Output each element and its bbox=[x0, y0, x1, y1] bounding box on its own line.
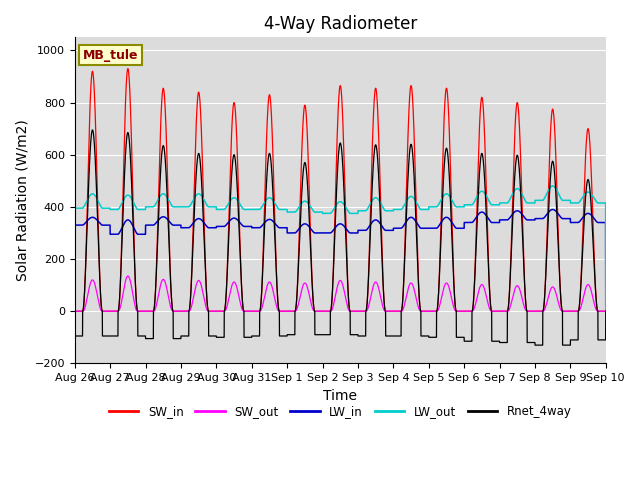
Title: 4-Way Radiometer: 4-Way Radiometer bbox=[264, 15, 417, 33]
LW_out bbox=[321, 211, 328, 216]
Line: SW_in: SW_in bbox=[75, 69, 605, 311]
Rnet_4way bbox=[71, 333, 79, 339]
SW_in bbox=[166, 269, 174, 275]
SW_out bbox=[71, 308, 79, 314]
LW_in bbox=[459, 226, 467, 231]
LW_in bbox=[602, 220, 609, 226]
SW_in bbox=[430, 308, 438, 314]
LW_in bbox=[602, 308, 609, 314]
LW_out bbox=[430, 204, 438, 210]
LW_out bbox=[166, 200, 174, 206]
Text: MB_tule: MB_tule bbox=[83, 49, 138, 62]
Line: SW_out: SW_out bbox=[75, 276, 605, 311]
X-axis label: Time: Time bbox=[323, 389, 357, 403]
Rnet_4way bbox=[166, 273, 174, 278]
LW_in bbox=[430, 226, 438, 231]
LW_out bbox=[602, 200, 609, 206]
Rnet_4way bbox=[490, 338, 497, 344]
SW_out bbox=[321, 308, 328, 314]
LW_out bbox=[459, 204, 467, 210]
LW_in bbox=[549, 206, 557, 212]
SW_in bbox=[71, 308, 79, 314]
SW_out bbox=[430, 308, 438, 314]
SW_out bbox=[602, 308, 609, 314]
SW_in bbox=[602, 308, 609, 314]
SW_out bbox=[490, 308, 497, 314]
SW_in bbox=[124, 66, 132, 72]
Legend: SW_in, SW_out, LW_in, LW_out, Rnet_4way: SW_in, SW_out, LW_in, LW_out, Rnet_4way bbox=[104, 400, 577, 423]
Rnet_4way bbox=[531, 342, 539, 348]
LW_out bbox=[71, 205, 79, 211]
LW_in bbox=[490, 220, 497, 226]
SW_out bbox=[166, 303, 174, 309]
Line: Rnet_4way: Rnet_4way bbox=[75, 130, 605, 345]
LW_in bbox=[71, 222, 79, 228]
SW_out bbox=[602, 308, 609, 314]
Rnet_4way bbox=[460, 335, 467, 340]
SW_in bbox=[490, 308, 497, 314]
LW_out bbox=[549, 183, 557, 189]
Rnet_4way bbox=[430, 335, 438, 340]
LW_out bbox=[490, 202, 497, 208]
Rnet_4way bbox=[602, 337, 609, 343]
Rnet_4way bbox=[89, 127, 97, 133]
SW_in bbox=[321, 308, 328, 314]
Line: LW_out: LW_out bbox=[75, 186, 605, 311]
LW_in bbox=[166, 220, 174, 226]
LW_in bbox=[321, 230, 328, 236]
Y-axis label: Solar Radiation (W/m2): Solar Radiation (W/m2) bbox=[15, 120, 29, 281]
SW_in bbox=[602, 308, 609, 314]
SW_out bbox=[124, 273, 132, 279]
SW_in bbox=[460, 308, 467, 314]
Rnet_4way bbox=[602, 308, 609, 314]
SW_out bbox=[460, 308, 467, 314]
Rnet_4way bbox=[321, 332, 328, 337]
LW_out bbox=[602, 308, 609, 314]
Line: LW_in: LW_in bbox=[75, 209, 605, 311]
